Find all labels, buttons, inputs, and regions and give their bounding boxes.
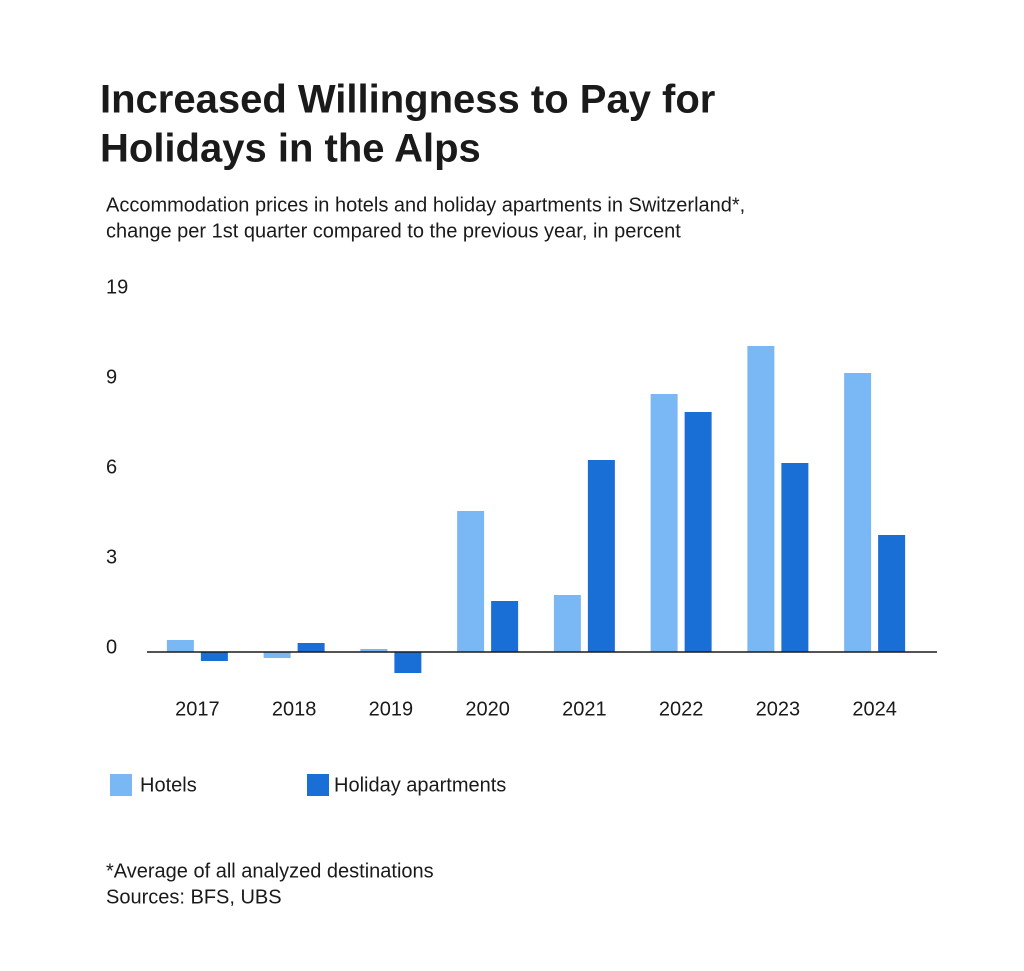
source: Sources: BFS, UBS: [106, 886, 282, 908]
x-tick-label: 2023: [756, 698, 801, 720]
chart-subtitle: change per 1st quarter compared to the p…: [106, 220, 681, 242]
x-tick-label: 2020: [465, 698, 510, 720]
x-tick-label: 2024: [852, 698, 897, 720]
bar: [650, 394, 678, 652]
bar: [200, 652, 228, 661]
x-tick-label: 2018: [272, 698, 317, 720]
x-tick-label: 2021: [562, 698, 607, 720]
bar: [263, 652, 291, 658]
bar: [781, 463, 809, 652]
chart-subtitle: Accommodation prices in hotels and holid…: [106, 194, 745, 216]
bar: [747, 346, 775, 652]
x-tick-label: 2017: [175, 698, 220, 720]
y-tick-label: 9: [106, 366, 117, 388]
y-tick-label: 6: [106, 456, 117, 478]
x-tick-label: 2019: [369, 698, 414, 720]
legend-label: Hotels: [140, 774, 197, 796]
legend-swatch: [307, 774, 329, 796]
bar: [457, 511, 485, 652]
bar: [684, 412, 712, 652]
chart-title: Holidays in the Alps: [100, 127, 481, 171]
y-tick-label: 3: [106, 546, 117, 568]
chart-title: Increased Willingness to Pay for: [100, 78, 715, 122]
y-tick-label: 19: [106, 276, 128, 298]
bar: [587, 460, 615, 652]
x-tick-label: 2022: [659, 698, 704, 720]
footnote: *Average of all analyzed destinations: [106, 860, 434, 882]
bar: [166, 640, 194, 652]
bar: [491, 601, 519, 652]
bar: [553, 595, 581, 652]
y-tick-label: 0: [106, 636, 117, 658]
bar: [878, 535, 906, 652]
bar: [844, 373, 872, 652]
bar: [360, 649, 388, 652]
bar: [297, 643, 325, 652]
bar: [394, 652, 422, 673]
legend-swatch: [110, 774, 132, 796]
legend-label: Holiday apartments: [334, 774, 506, 796]
